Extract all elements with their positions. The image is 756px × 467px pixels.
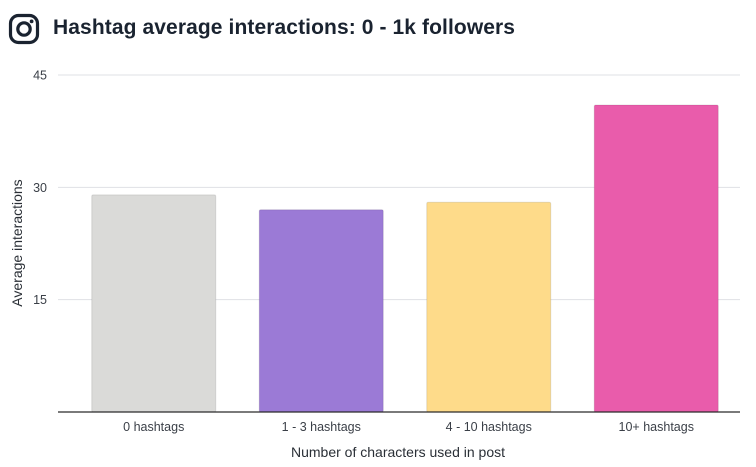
y-tick-label: 30	[33, 181, 47, 195]
bar	[593, 104, 719, 413]
instagram-icon	[8, 13, 40, 45]
chart-header: Hashtag average interactions: 0 - 1k fol…	[0, 0, 756, 60]
y-tick-label: 45	[33, 69, 47, 83]
y-tick-label: 15	[33, 293, 47, 307]
x-axis-category-labels: 0 hashtags 1 - 3 hashtags 4 - 10 hashtags 1…	[123, 420, 694, 434]
x-category-label: 4 - 10 hashtags	[446, 420, 532, 434]
chart-title: Hashtag average interactions: 0 - 1k fol…	[53, 16, 516, 39]
x-category-label: 10+ hashtags	[619, 420, 694, 434]
bar	[258, 209, 384, 413]
x-axis-title: Number of characters used in post	[291, 444, 505, 460]
y-axis-title: Average interactions	[9, 179, 25, 306]
x-category-label: 1 - 3 hashtags	[282, 420, 361, 434]
bars	[91, 104, 719, 413]
y-axis-ticks: 15 30 45	[33, 69, 47, 308]
bar	[426, 201, 552, 413]
x-category-label: 0 hashtags	[123, 420, 184, 434]
bar	[91, 194, 217, 413]
